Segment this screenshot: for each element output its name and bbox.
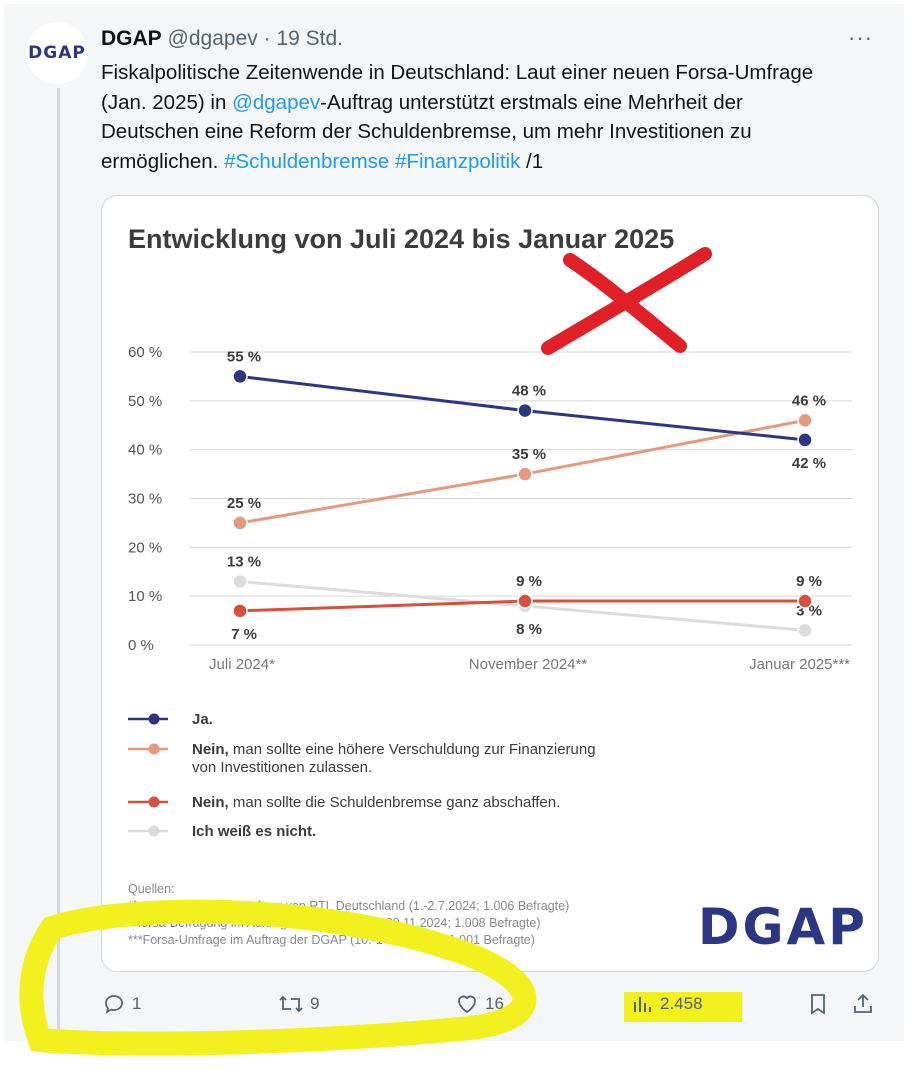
tweet-text-part1: Fiskalpolitische Zeitenwende in Deutschl… <box>101 61 814 114</box>
y-tick-label: 10 % <box>128 588 162 605</box>
y-tick-label: 40 % <box>128 442 162 459</box>
data-label: 48 % <box>512 383 546 400</box>
data-point <box>517 402 533 419</box>
reply-button[interactable]: 1 <box>102 984 141 1024</box>
x-tick-label: Januar 2025*** <box>749 656 850 673</box>
y-tick-label: 50 % <box>128 393 162 410</box>
data-label: 9 % <box>516 573 542 590</box>
data-label: 35 % <box>512 446 546 463</box>
reply-icon <box>105 995 123 1014</box>
data-point <box>517 466 533 482</box>
data-label: 55 % <box>227 348 261 365</box>
avatar-logo-text: DGAP <box>28 43 86 63</box>
repost-count: 9 <box>310 994 320 1013</box>
line-chart: Entwicklung von Juli 2024 bis Januar 202… <box>128 224 868 956</box>
data-point <box>797 432 813 448</box>
y-tick-label: 20 % <box>128 539 162 556</box>
hashtag-link[interactable]: #Schuldenbremse <box>224 149 390 173</box>
legend-marker <box>148 796 160 808</box>
data-point <box>232 368 248 385</box>
share-button[interactable] <box>851 984 881 1024</box>
dgap-logo: DGAP <box>698 898 868 956</box>
bookmark-button[interactable] <box>806 984 836 1024</box>
legend-label: Ich weiß es nicht. <box>192 823 316 840</box>
x-tick-label: November 2024** <box>469 656 588 673</box>
tweet-header: DGAP @dgapev · 19 Std. <box>101 25 343 53</box>
data-label: 8 % <box>516 621 542 638</box>
like-button[interactable]: 16 <box>455 984 504 1024</box>
share-icon <box>854 993 872 1013</box>
data-label: 25 % <box>227 495 261 512</box>
y-tick-label: 30 % <box>128 491 162 508</box>
hashtag-link[interactable]: #Finanzpolitik <box>395 149 521 173</box>
views-count: 2.458 <box>660 994 703 1013</box>
legend-marker <box>148 825 160 837</box>
source-line: ***Forsa-Umfrage im Auftrag der DGAP (10… <box>128 933 535 947</box>
source-line: **forsa-Befragung im Auftrag des STERN (… <box>128 916 541 930</box>
legend-marker <box>148 743 160 755</box>
data-label: 7 % <box>231 626 257 643</box>
reply-count: 1 <box>132 994 142 1013</box>
timestamp[interactable]: 19 Std. <box>276 27 343 50</box>
bookmark-icon <box>811 994 825 1015</box>
red-cross-mark <box>541 247 712 355</box>
sources-title: Quellen: <box>128 882 175 896</box>
tweet-text-end: /1 <box>520 149 544 173</box>
thread-line <box>57 88 60 1038</box>
tweet-text-part2: -Auftrag unterstützt erstmals eine Mehrh… <box>101 90 752 173</box>
author-name[interactable]: DGAP <box>101 27 162 50</box>
repost-icon <box>279 995 303 1013</box>
mention-link[interactable]: @dgapev <box>232 90 321 114</box>
data-label: 13 % <box>227 554 261 571</box>
legend-label: Nein, man sollte die Schuldenbremse ganz… <box>192 794 560 811</box>
data-point <box>517 593 533 609</box>
data-point <box>232 603 248 619</box>
views-button[interactable]: 2.458 <box>630 984 703 1024</box>
data-point <box>797 622 813 639</box>
separator-dot: · <box>263 27 271 50</box>
legend-label: Nein, man sollte eine höhere Verschuldun… <box>192 741 596 758</box>
legend-label: Ja. <box>192 711 213 728</box>
x-tick-label: Juli 2024* <box>209 656 275 673</box>
like-count: 16 <box>485 994 504 1013</box>
repost-button[interactable]: 9 <box>278 984 319 1024</box>
avatar[interactable]: DGAP <box>26 22 88 84</box>
legend-marker <box>148 713 160 725</box>
y-tick-label: 0 % <box>128 637 154 654</box>
y-tick-label: 60 % <box>128 344 162 361</box>
chart-image-card[interactable]: Entwicklung von Juli 2024 bis Januar 202… <box>101 195 879 972</box>
data-point <box>232 573 248 590</box>
author-handle[interactable]: @dgapev <box>167 27 258 50</box>
source-line: *forsa-Befragung im Auftrag von RTL Deut… <box>128 899 569 913</box>
data-point <box>797 412 813 429</box>
tweet-actions: 1 9 16 2.458 <box>0 984 906 1024</box>
chart-title: Entwicklung von Juli 2024 bis Januar 202… <box>128 224 674 254</box>
heart-icon <box>458 995 476 1014</box>
data-label: 46 % <box>792 392 826 409</box>
data-label: 9 % <box>796 573 822 590</box>
data-point <box>797 593 813 609</box>
legend-label-line2: von Investitionen zulassen. <box>192 759 372 776</box>
tweet-text: Fiskalpolitische Zeitenwende in Deutschl… <box>101 58 841 176</box>
data-label: 42 % <box>792 455 826 472</box>
views-bar-chart-icon <box>634 997 651 1012</box>
more-options-icon[interactable]: ··· <box>848 25 873 50</box>
tweet[interactable]: DGAP DGAP @dgapev · 19 Std. ··· Fiskalpo… <box>0 0 906 1056</box>
data-point <box>232 515 248 531</box>
